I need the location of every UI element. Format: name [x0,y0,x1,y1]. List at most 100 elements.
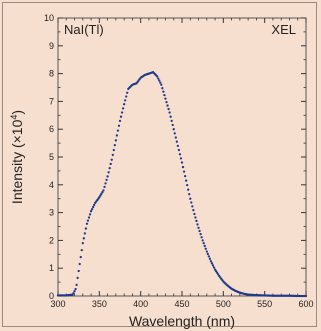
data-point [165,100,168,104]
y-axis-label: Intensity (×104) [9,110,25,204]
plot-area [57,17,307,297]
data-point [160,83,163,86]
data-point [110,158,113,161]
data-point [304,294,308,298]
data-point [197,226,200,230]
data-point [162,90,165,93]
data-point [202,242,205,245]
data-point [171,123,174,127]
data-point [163,93,166,97]
data-point [164,97,167,100]
data-point [211,264,215,267]
data-points [56,71,308,298]
x-tick-label: 450 [174,299,189,309]
data-point [103,185,106,189]
data-point [93,203,96,207]
y-tick-label: 9 [49,41,54,51]
data-point [174,136,177,139]
data-point [115,134,119,137]
data-point [73,289,76,293]
annotation-left: NaI(Tl) [64,22,104,37]
data-point [203,244,206,248]
data-point [189,197,192,200]
y-axis-label-exponent: 4 [9,115,19,120]
y-tick-label: 3 [49,208,54,218]
data-point [90,207,94,211]
data-point [159,81,162,84]
data-point [200,236,203,239]
data-point [102,189,105,192]
data-point [180,161,184,164]
y-axis-label-prefix: Intensity (×10 [9,119,25,204]
data-point [111,153,114,157]
data-point [205,250,208,253]
data-point [77,269,80,273]
data-point [183,174,187,178]
data-point [172,128,175,131]
data-point [204,247,207,250]
data-point [106,175,109,178]
data-point [195,219,198,223]
data-point [117,124,121,127]
chart-frame [2,2,317,327]
data-point [173,132,176,135]
axis-ticks: 300 350 400 450 500 550 600 0 1 2 3 4 5 6 7 8 9 10 [44,13,314,309]
data-point [100,192,103,195]
data-point [101,190,104,194]
data-point [167,107,170,111]
data-point [206,252,209,256]
data-point [199,232,202,236]
annotation-right: XEL [271,22,296,37]
data-point [84,227,88,230]
y-tick-label: 10 [44,13,54,23]
y-tick-label: 1 [49,263,54,273]
data-point [175,140,178,143]
data-point [105,178,108,182]
data-point [169,115,172,118]
data-point [125,95,128,98]
data-point [161,87,164,90]
data-point [210,262,214,265]
data-point [156,75,159,78]
y-axis-label-suffix: ) [9,110,25,115]
data-point [79,255,82,259]
data-point [194,216,197,219]
x-tick-label: 350 [92,299,107,309]
data-point [208,257,212,260]
data-point [76,276,79,280]
x-tick-label: 400 [133,299,148,309]
data-point [157,77,160,80]
data-point [178,153,182,156]
data-point [182,170,186,173]
data-point [108,166,111,170]
data-point [190,201,193,204]
data-point [72,292,75,295]
data-point [193,212,196,216]
data-point [78,262,81,266]
x-tick-label: 600 [298,299,313,309]
data-point [89,210,93,213]
data-point [74,287,77,291]
data-point [212,266,216,269]
data-point [109,162,112,166]
data-point [112,148,115,152]
data-point [81,242,84,245]
data-point [181,165,185,169]
data-point [87,216,91,219]
data-point [207,255,211,258]
x-tick-label: 550 [257,299,272,309]
data-point [83,232,87,235]
data-point [186,183,189,187]
data-point [122,103,126,106]
data-point [107,171,110,174]
data-point [82,237,85,240]
data-point [119,115,123,118]
y-tick-label: 6 [49,124,54,134]
x-axis-label: Wavelength (nm) [129,313,235,329]
x-tick-label: 500 [216,299,231,309]
data-point [187,188,190,191]
y-tick-label: 5 [49,152,54,162]
data-point [168,111,171,114]
data-point [85,222,89,225]
y-tick-label: 4 [49,180,54,190]
